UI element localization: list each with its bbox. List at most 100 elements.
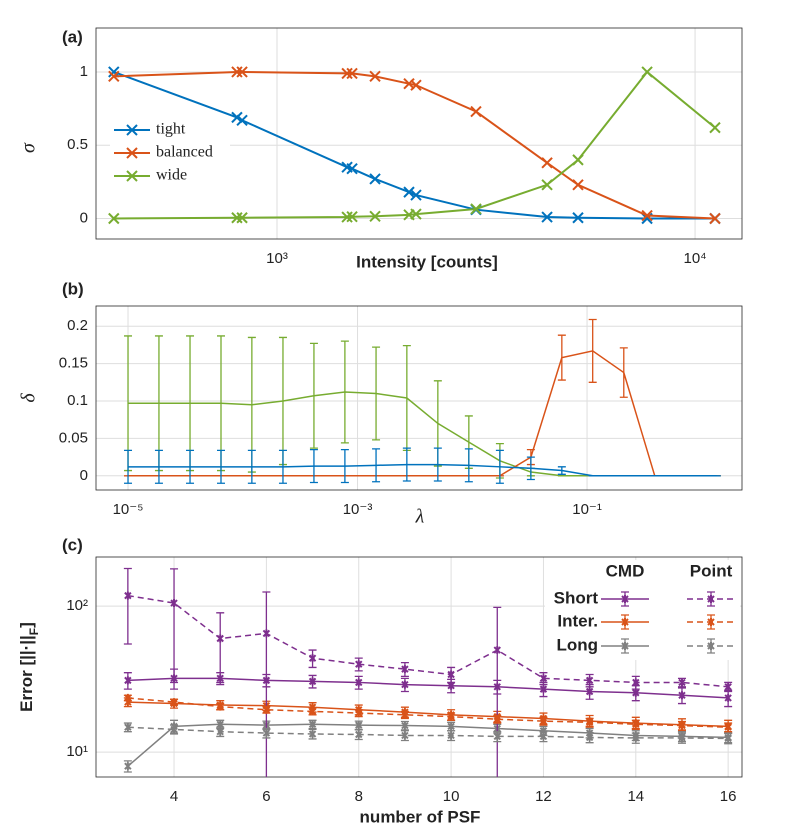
data-marker [493, 715, 501, 724]
data-marker [216, 702, 224, 711]
y-axis-label-part: ] [17, 622, 36, 628]
y-axis-label: δ [18, 393, 40, 403]
data-marker [231, 212, 243, 224]
data-marker [632, 678, 640, 687]
error-bar [402, 447, 411, 482]
y-tick-label: 0.1 [67, 392, 88, 409]
data-marker [539, 674, 548, 683]
y-tick-label: 1 [80, 63, 88, 80]
x-tick-label: 10³ [266, 250, 288, 267]
y-tick-label: 0 [80, 209, 88, 226]
data-marker [585, 733, 594, 742]
data-marker [124, 591, 132, 600]
data-marker [632, 688, 640, 697]
error-bar [340, 340, 349, 444]
data-marker [236, 212, 248, 224]
data-marker [355, 660, 363, 669]
y-axis-label-part: Error [||·|| [17, 635, 36, 712]
data-marker [724, 723, 732, 732]
data-marker [346, 211, 358, 223]
error-bar [433, 447, 442, 482]
data-marker [641, 66, 653, 78]
data-marker [236, 114, 248, 127]
data-marker [124, 676, 132, 685]
data-marker [493, 646, 501, 655]
legend-row-label: Inter. [557, 611, 598, 630]
data-marker [170, 725, 178, 734]
data-marker [541, 211, 553, 223]
legend-marker [707, 595, 715, 603]
error-bar [464, 448, 473, 483]
x-tick-label: 4 [170, 788, 178, 805]
error-bar [372, 346, 381, 441]
x-tick-label: 10⁴ [683, 250, 706, 267]
data-marker [572, 179, 584, 191]
data-marker [355, 721, 363, 730]
plot-content [123, 567, 733, 777]
legend-column-header: CMD [606, 561, 645, 580]
x-tick-label: 12 [535, 788, 552, 805]
error-bar [588, 318, 597, 383]
legend-marker [126, 147, 138, 159]
data-marker [585, 687, 594, 696]
data-marker [355, 709, 363, 718]
data-marker [678, 678, 686, 687]
data-marker [401, 731, 409, 740]
x-tick-label: 14 [627, 788, 644, 805]
x-tick-label: 6 [262, 788, 270, 805]
legend-label: tight [156, 121, 186, 138]
x-axis-label: λ [415, 506, 425, 528]
data-marker [108, 70, 120, 83]
data-marker [308, 654, 317, 663]
error-bar [262, 591, 271, 777]
error-bar [216, 612, 225, 684]
legend-label: wide [156, 167, 187, 184]
data-marker [539, 685, 548, 694]
panel-label: (b) [62, 279, 84, 298]
error-bar [154, 449, 163, 484]
data-marker [493, 732, 501, 741]
axes-box [95, 556, 743, 778]
series-line [127, 701, 729, 728]
data-marker [632, 733, 640, 742]
y-axis-label: Error [||·||F] [17, 622, 41, 712]
plot-area [96, 306, 742, 490]
series-line [127, 697, 729, 728]
data-marker [541, 157, 553, 169]
panel-label: (c) [62, 535, 83, 554]
series-line [127, 677, 729, 699]
error-bar [557, 466, 566, 475]
y-tick-label: 0.05 [59, 429, 88, 446]
data-marker [308, 730, 317, 739]
error-bar [278, 449, 287, 484]
data-marker [369, 210, 381, 222]
data-marker [447, 731, 455, 740]
data-marker [470, 203, 482, 215]
data-marker [401, 665, 409, 674]
legend-marker [707, 618, 715, 626]
x-tick-label: 10⁻¹ [572, 501, 602, 518]
data-marker [401, 710, 409, 719]
legend-marker [621, 642, 629, 650]
data-marker [410, 189, 422, 201]
error-bar [340, 448, 349, 484]
data-marker [541, 179, 553, 191]
y-tick-label: 0 [80, 467, 88, 484]
data-marker [585, 718, 594, 727]
y-tick-label: 10¹ [66, 743, 88, 760]
legend-row-label: Short [554, 588, 599, 607]
data-marker [355, 730, 363, 739]
error-bar [170, 568, 179, 684]
legend-marker [621, 595, 629, 603]
y-tick-label: 0.2 [67, 317, 88, 334]
data-marker [572, 154, 584, 166]
data-marker [678, 721, 686, 730]
data-marker [308, 677, 317, 686]
error-bar [495, 449, 504, 484]
x-tick-label: 8 [355, 788, 363, 805]
data-marker [216, 727, 224, 736]
data-marker [108, 212, 120, 225]
error-bar [526, 456, 535, 481]
data-marker [401, 680, 409, 689]
